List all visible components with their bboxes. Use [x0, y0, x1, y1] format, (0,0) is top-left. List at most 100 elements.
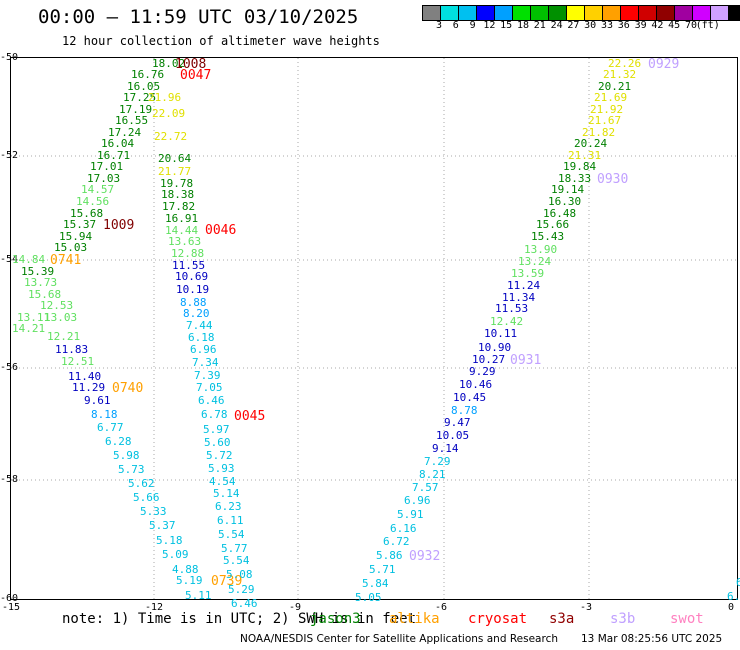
wave-height-value: 17.19	[119, 103, 153, 116]
wave-height-value: 5.62	[128, 477, 155, 490]
wave-height-value: 6.78	[201, 408, 228, 421]
color-legend-ticks: 3 6 9 12 15 18 21 24 27 30 33 36 39 42 45 70 (ft)	[422, 20, 740, 34]
legend-swatch	[530, 5, 549, 21]
wave-height-value: 16.55	[115, 114, 149, 127]
wave-height-value: 5.91	[397, 508, 424, 521]
legend-tick-label: 3	[435, 20, 443, 31]
wave-height-value: 10.27	[472, 353, 506, 366]
legend-swatch	[674, 5, 693, 21]
legend-swatch	[494, 5, 513, 21]
wave-height-value: 21.67	[588, 114, 622, 127]
time-label: 0047	[180, 68, 212, 83]
legend-swatch	[548, 5, 567, 21]
satellite-s3b: s3b	[610, 611, 636, 627]
wave-height-value: 9.14	[432, 442, 459, 455]
legend-tick-label: (ft)	[695, 20, 720, 31]
wave-height-value: 20.21	[598, 80, 632, 93]
legend-tick-label: 6	[452, 20, 459, 31]
wave-height-value: 5.71	[369, 563, 396, 576]
wave-height-value: 7.39	[194, 369, 221, 382]
wave-height-value: 4.54	[209, 475, 236, 488]
wave-height-value: 5.05	[355, 591, 382, 604]
wave-height-value: 11.40	[68, 370, 102, 383]
legend-swatch	[422, 5, 441, 21]
wave-height-value: 5.11	[185, 589, 212, 602]
wave-height-value: 11.34	[502, 291, 536, 304]
longitude-label: -9	[289, 602, 302, 613]
wave-height-value: 5.54	[223, 554, 250, 567]
satellite-altika: altika	[389, 611, 440, 627]
wave-height-value: 13.11	[17, 311, 51, 324]
time-label: 0046	[205, 223, 237, 238]
wave-height-value: 10.90	[478, 341, 512, 354]
wave-height-value: 21.92	[590, 103, 624, 116]
wave-height-value: 7.57	[412, 481, 439, 494]
wave-height-value: 15.66	[536, 218, 570, 231]
legend-swatch	[692, 5, 711, 21]
wave-height-value: 22.26	[608, 57, 642, 70]
wave-height-value: 17.01	[90, 160, 124, 173]
wave-height-value: 13.73	[24, 276, 58, 289]
wave-height-value: 5.33	[140, 505, 167, 518]
wave-height-value: 18.38	[161, 188, 195, 201]
wave-height-value: 12.42	[490, 315, 524, 328]
wave-height-value: 20.64	[158, 152, 192, 165]
wave-height-value: 19.84	[563, 160, 597, 173]
legend-swatch	[440, 5, 459, 21]
wave-height-value: 13.63	[168, 235, 202, 248]
satellite-jason3: jason3	[310, 611, 361, 627]
wave-height-value: 13.24	[518, 255, 552, 268]
wave-height-value: 15.43	[531, 230, 565, 243]
wave-height-value: 5.18	[156, 534, 183, 547]
wave-height-value: 6.96	[190, 343, 217, 356]
wave-height-value: 6.72	[383, 535, 410, 548]
legend-swatch	[458, 5, 477, 21]
wave-height-value: 6.	[727, 590, 740, 603]
wave-height-value: 16.30	[548, 195, 582, 208]
wave-height-value: 19.78	[160, 177, 194, 190]
legend-swatch	[512, 5, 531, 21]
wave-height-value: 21.82	[582, 126, 616, 139]
legend-swatch	[584, 5, 603, 21]
legend-tick-label: 9	[469, 20, 476, 31]
time-label: 0045	[234, 409, 266, 424]
wave-height-value: 7.34	[192, 356, 219, 369]
legend-tick-label: 15	[500, 20, 513, 31]
wave-height-value: 17.82	[162, 200, 196, 213]
latitude-label: -60	[0, 593, 19, 604]
legend-tick-label: 21	[533, 20, 546, 31]
wave-height-value: 7.44	[186, 319, 213, 332]
legend-swatch	[728, 5, 740, 21]
latitude-label: -54	[0, 254, 19, 265]
wave-height-value: 11.53	[495, 302, 529, 315]
wave-height-value: 14.84	[12, 253, 46, 266]
wave-height-value: 21.69	[594, 91, 628, 104]
wave-height-value: 21.31	[568, 149, 602, 162]
legend-tick-label: 18	[516, 20, 530, 31]
legend-tick-label: 27	[567, 20, 580, 31]
wave-height-value: 6.11	[217, 514, 244, 527]
wave-height-value: 13.59	[511, 267, 545, 280]
wave-height-value: 22.72	[154, 130, 188, 143]
wave-height-value: 6.23	[215, 500, 242, 513]
wave-height-value: 8.20	[183, 307, 210, 320]
wave-height-value: 9.47	[444, 416, 471, 429]
time-label: 1009	[103, 218, 135, 233]
legend-swatch	[620, 5, 639, 21]
legend-tick-label: 12	[483, 20, 496, 31]
wave-height-value: 10.45	[453, 391, 487, 404]
wave-height-value: 14.21	[12, 322, 46, 335]
latitude-label: -50	[0, 52, 19, 63]
wave-height-value: 12.21	[47, 330, 81, 343]
wave-height-value: 16.76	[131, 68, 165, 81]
wave-height-value: 19.14	[551, 183, 585, 196]
wave-height-value: 6.46	[231, 597, 258, 610]
wave-height-value: 11.24	[507, 279, 541, 292]
wave-height-value: 5.97	[203, 423, 230, 436]
wave-height-value: 6.18	[188, 331, 215, 344]
satellite-s3a: s3a	[549, 611, 575, 627]
wave-height-value: 5.98	[113, 449, 140, 462]
wave-height-value: 22.09	[152, 107, 186, 120]
wave-height-value: 12.51	[61, 355, 95, 368]
time-label: 6	[736, 576, 740, 589]
